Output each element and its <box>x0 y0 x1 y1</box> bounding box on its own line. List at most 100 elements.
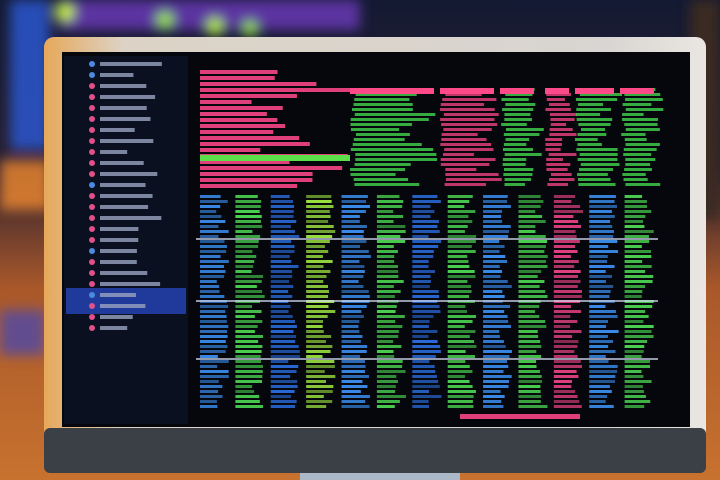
data-cell <box>624 225 645 228</box>
data-cell <box>270 315 293 318</box>
data-cell <box>235 405 263 408</box>
sidebar-icon <box>89 193 95 199</box>
row-separator <box>196 238 658 240</box>
data-cell <box>270 235 300 238</box>
data-cell <box>625 143 660 146</box>
background-lights <box>0 0 720 355</box>
data-cell <box>341 335 363 338</box>
data-cell <box>376 315 405 318</box>
data-cell <box>376 245 394 248</box>
data-cell <box>625 128 660 131</box>
data-cell <box>518 240 548 243</box>
data-cell <box>553 345 578 348</box>
data-cell <box>235 295 265 298</box>
data-cell <box>306 220 329 223</box>
data-cell <box>447 400 473 403</box>
sidebar-icon <box>89 182 95 188</box>
data-cell <box>545 108 571 111</box>
data-cell <box>341 325 359 328</box>
data-cell <box>624 270 646 273</box>
data-cell <box>341 215 360 218</box>
data-cell <box>306 320 324 323</box>
data-cell <box>518 220 546 223</box>
sidebar-icon <box>89 138 95 144</box>
data-cell <box>553 385 572 388</box>
data-cell <box>235 215 262 218</box>
data-cell <box>235 310 262 313</box>
data-cell <box>624 330 652 333</box>
data-cell <box>518 345 542 348</box>
data-cell <box>235 375 263 378</box>
data-cell <box>235 315 255 318</box>
sidebar-text <box>100 249 137 253</box>
data-cell <box>235 260 255 263</box>
data-cell <box>270 275 293 278</box>
data-cell <box>444 148 494 151</box>
data-cell <box>444 183 486 186</box>
data-cell <box>200 285 220 288</box>
data-cell <box>376 320 396 323</box>
data-cell <box>589 240 618 243</box>
data-cell <box>235 235 261 238</box>
data-cell <box>518 225 536 228</box>
data-cell <box>376 365 403 368</box>
data-cell <box>235 240 259 243</box>
data-cell <box>235 280 262 283</box>
column-header <box>545 88 569 94</box>
data-cell <box>576 148 618 151</box>
data-cell <box>624 380 652 383</box>
data-cell <box>200 235 219 238</box>
data-cell <box>624 340 648 343</box>
data-cell <box>306 385 334 388</box>
data-cell <box>354 98 410 101</box>
data-cell <box>624 375 644 378</box>
data-cell <box>235 400 260 403</box>
data-cell <box>589 205 618 208</box>
data-cell <box>483 265 500 268</box>
data-cell <box>412 210 435 213</box>
data-cell <box>483 260 508 263</box>
scrollbar <box>460 414 580 419</box>
data-cell <box>412 290 439 293</box>
data-cell <box>589 390 612 393</box>
column-header <box>440 88 494 94</box>
data-cell <box>306 395 324 398</box>
data-cell <box>518 195 541 198</box>
data-cell <box>553 315 571 318</box>
data-cell <box>504 183 525 186</box>
data-cell <box>546 163 571 166</box>
data-cell <box>306 280 324 283</box>
data-cell <box>306 285 329 288</box>
data-cell <box>200 290 220 293</box>
data-cell <box>579 93 623 96</box>
data-cell <box>624 210 652 213</box>
data-cell <box>447 290 472 293</box>
data-cell <box>589 315 618 318</box>
sidebar-text <box>100 106 147 110</box>
data-cell <box>624 123 658 126</box>
data-cell <box>623 148 657 151</box>
data-cell <box>624 205 648 208</box>
data-cell <box>589 350 616 353</box>
data-cell <box>447 375 465 378</box>
data-cell <box>412 205 431 208</box>
data-cell <box>440 158 496 161</box>
sidebar-icon <box>89 116 95 122</box>
data-cell <box>503 133 540 136</box>
data-cell <box>505 93 533 96</box>
data-cell <box>447 335 470 338</box>
data-cell <box>341 345 368 348</box>
data-cell <box>625 158 656 161</box>
data-cell <box>376 400 400 403</box>
data-cell <box>376 275 399 278</box>
data-cell <box>270 285 294 288</box>
data-cell <box>578 183 616 186</box>
data-cell <box>270 200 294 203</box>
data-cell <box>306 315 328 318</box>
data-cell <box>518 285 540 288</box>
data-cell <box>306 335 332 338</box>
data-cell <box>376 285 394 288</box>
data-cell <box>200 265 224 268</box>
data-cell <box>270 400 297 403</box>
sidebar-icon <box>89 226 95 232</box>
